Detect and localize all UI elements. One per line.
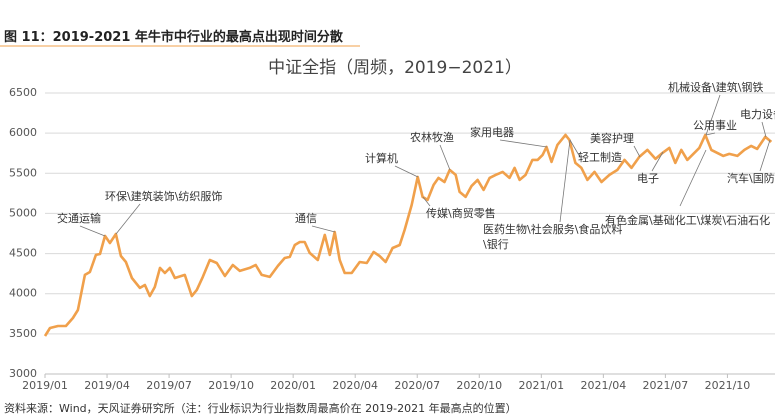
annotation: 电子	[637, 172, 659, 185]
source-note: 资料来源：Wind，天风证券研究所（注：行业标识为行业指数周最高价在 2019-…	[4, 402, 517, 415]
annotation: 交通运输	[57, 212, 101, 225]
y-tick-label: 6000	[9, 126, 37, 139]
x-tick-label: 2020/01	[270, 379, 316, 392]
y-tick-label: 4500	[9, 247, 37, 260]
annotation: 环保\建筑装饰\纺织服饰	[105, 190, 223, 203]
y-tick-label: 3000	[9, 367, 37, 380]
annotation: 家用电器	[470, 126, 514, 139]
x-tick-label: 2019/10	[208, 379, 254, 392]
annotation: 机械设备\建筑\钢铁	[668, 81, 764, 94]
x-tick-label: 2021/04	[581, 379, 627, 392]
figure-title: 图 11：2019-2021 年牛市中行业的最高点出现时间分散	[4, 30, 343, 45]
y-tick-label: 3500	[9, 327, 37, 340]
annotation-leader	[499, 139, 548, 148]
annotation: 农林牧渔	[410, 131, 454, 144]
annotation-leader	[705, 94, 721, 136]
annotation-leader	[633, 145, 641, 158]
annotation-leader	[679, 149, 707, 207]
x-tick-label: 2021/07	[643, 379, 689, 392]
annotation-leader	[559, 139, 571, 223]
x-tick-label: 2019/07	[146, 379, 192, 392]
annotation: 有色金属\基础化工\煤炭\石油石化	[605, 214, 771, 227]
annotation: 通信	[295, 212, 317, 225]
annotation-leader	[759, 139, 771, 172]
annotation: 轻工制造	[578, 151, 622, 164]
annotation: 传媒\商贸零售	[426, 207, 496, 220]
annotation-leader	[311, 225, 336, 233]
annotation-leader	[761, 121, 767, 138]
annotation-leader	[115, 203, 141, 235]
annotation-leader	[422, 196, 431, 207]
annotation-leader	[439, 144, 451, 171]
annotation: 医药生物\社会服务\食品饮料\银行	[483, 223, 623, 251]
x-tick-label: 2021/10	[705, 379, 751, 392]
y-tick-label: 5500	[9, 166, 37, 179]
index-line	[43, 133, 773, 337]
x-tick-label: 2020/07	[394, 379, 440, 392]
x-tick-label: 2020/10	[456, 379, 502, 392]
y-tick-label: 6500	[9, 86, 37, 99]
annotation-leader	[705, 132, 716, 136]
annotation-leader	[651, 151, 664, 172]
annotation-leader	[79, 225, 106, 237]
x-tick-label: 2021/01	[518, 379, 564, 392]
annotation: 公用事业	[693, 119, 737, 132]
x-tick-label: 2019/04	[84, 379, 130, 392]
annotation: 汽车\国防军	[727, 172, 775, 185]
annotation-leader	[394, 165, 419, 178]
x-tick-label: 2020/04	[332, 379, 378, 392]
y-tick-label: 4000	[9, 287, 37, 300]
x-tick-label: 2019/01	[22, 379, 68, 392]
annotation-leader	[569, 139, 581, 158]
annotation: 计算机	[365, 152, 398, 165]
annotation: 电力设备	[740, 108, 775, 121]
chart-title: 中证全指（周频，2019−2021）	[268, 58, 522, 78]
y-tick-label: 5000	[9, 206, 37, 219]
annotation: 美容护理	[590, 132, 634, 145]
